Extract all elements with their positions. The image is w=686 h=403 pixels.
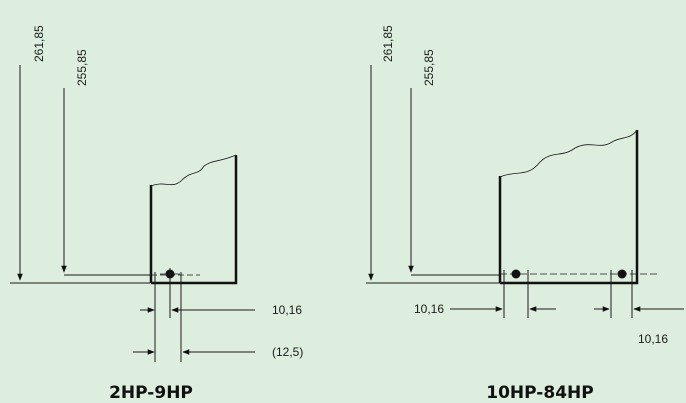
right-right-offset-label: 10,16 — [638, 332, 668, 346]
right-caption: 10HP-84HP — [486, 383, 593, 403]
right-unit-break-line — [499, 129, 638, 178]
left-outer-height-label: 261,85 — [32, 25, 46, 62]
right-inner-height-label: 255,85 — [422, 49, 436, 86]
left-unit-outline — [149, 155, 238, 285]
right-unit-outline — [498, 130, 639, 285]
right-outer-height-label: 261,85 — [381, 25, 395, 62]
left-caption: 2HP-9HP — [109, 383, 193, 403]
left-unit-break-line — [150, 154, 237, 187]
right-drawing: 261,85 255,85 10,16 10,16 10HP-84HP — [366, 25, 684, 403]
right-left-offset-label: 10,16 — [414, 302, 444, 316]
left-offset-label: 10,16 — [272, 303, 302, 317]
right-bolt-right-symbol — [617, 269, 627, 279]
left-inner-height-label: 255,85 — [75, 49, 89, 86]
right-bolt-left-symbol — [511, 269, 521, 279]
left-drawing: 261,85 255,85 10,16 (12,5) 2HP-9HP — [10, 25, 303, 403]
left-alt-offset-label: (12,5) — [272, 345, 303, 359]
